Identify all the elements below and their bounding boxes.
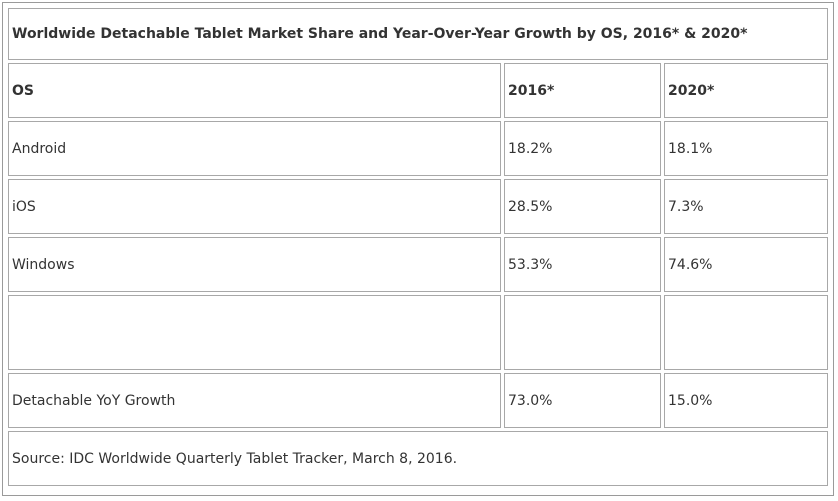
table-title: Worldwide Detachable Tablet Market Share… [8,8,828,60]
value-2020-cell: 15.0% [664,373,828,428]
value-2020-cell: 74.6% [664,237,828,292]
table-row-windows: Windows 53.3% 74.6% [8,237,828,292]
value-2016-cell: 53.3% [504,237,661,292]
table-frame [2,2,834,496]
value-2020-cell: 7.3% [664,179,828,234]
value-2016-cell: 18.2% [504,121,661,176]
table-row-ios: iOS 28.5% 7.3% [8,179,828,234]
header-os: OS [8,63,501,118]
os-cell: iOS [8,179,501,234]
header-2016: 2016* [504,63,661,118]
table-row-android: Android 18.2% 18.1% [8,121,828,176]
title-row: Worldwide Detachable Tablet Market Share… [8,8,828,60]
header-2020: 2020* [664,63,828,118]
os-cell: Detachable YoY Growth [8,373,501,428]
source-note: Source: IDC Worldwide Quarterly Tablet T… [8,431,828,486]
blank-cell [8,295,501,370]
header-row: OS 2016* 2020* [8,63,828,118]
value-2020-cell: 18.1% [664,121,828,176]
blank-cell [504,295,661,370]
source-row: Source: IDC Worldwide Quarterly Tablet T… [8,431,828,486]
os-cell: Windows [8,237,501,292]
table-row-yoy-growth: Detachable YoY Growth 73.0% 15.0% [8,373,828,428]
value-2016-cell: 28.5% [504,179,661,234]
os-cell: Android [8,121,501,176]
blank-cell [664,295,828,370]
table-row-blank [8,295,828,370]
market-share-table: Worldwide Detachable Tablet Market Share… [5,5,831,489]
value-2016-cell: 73.0% [504,373,661,428]
